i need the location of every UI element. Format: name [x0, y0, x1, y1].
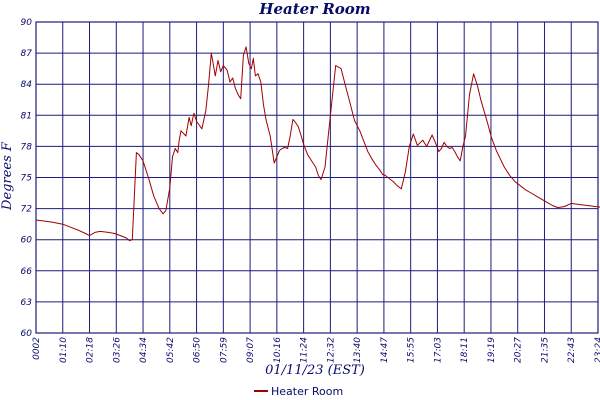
x-tick-label: 22:43 — [567, 337, 577, 363]
x-tick-label: 18:11 — [460, 337, 470, 363]
x-tick-label: 01:10 — [59, 337, 69, 363]
chart-title: Heater Room — [258, 0, 370, 18]
y-axis-label: Degrees F — [0, 141, 15, 211]
plot-frame — [35, 21, 599, 334]
y-tick-label: 78 — [21, 142, 33, 152]
x-tick-label: 05:42 — [166, 337, 176, 363]
x-tick-label: 02:18 — [86, 337, 96, 363]
y-tick-label: 75 — [21, 174, 33, 184]
y-tick-label: 87 — [21, 49, 33, 59]
y-tick-label: 84 — [21, 80, 33, 90]
x-axis-label: 01/11/23 (EST) — [265, 363, 365, 378]
x-tick-label: 19:19 — [487, 337, 497, 363]
horizontal-gridlines — [36, 21, 598, 334]
x-tick-label: 03:26 — [112, 337, 122, 363]
x-tick-label: 23:24 — [594, 337, 600, 363]
x-tick-labels: 0002 01:10 02:18 03:26 04:34 05:42 06:50 07:59 0… — [32, 337, 600, 363]
x-tick-label: 21:35 — [540, 337, 550, 363]
y-tick-label: 90 — [21, 18, 33, 28]
series-line-heater-room — [35, 46, 600, 242]
x-tick-label: 04:34 — [139, 337, 149, 363]
y-tick-labels: 60 63 66 60 72 75 78 81 84 87 90 — [21, 18, 33, 339]
y-tick-label: 72 — [21, 205, 33, 215]
x-tick-label: 0002 — [32, 337, 42, 360]
x-tick-label: 13:40 — [353, 337, 363, 363]
y-tick-label: 60 — [21, 236, 33, 246]
legend-label: Heater Room — [271, 385, 343, 398]
x-tick-label: 11:24 — [300, 337, 310, 363]
x-tick-label: 12:32 — [326, 337, 336, 363]
series-layer — [35, 46, 600, 242]
x-tick-label: 20:27 — [514, 337, 524, 363]
y-tick-label: 81 — [21, 111, 32, 121]
y-tick-label: 63 — [21, 298, 33, 308]
y-tick-label: 60 — [21, 329, 33, 339]
legend: Heater Room — [254, 385, 343, 398]
x-tick-label: 10:16 — [273, 337, 283, 363]
x-tick-label: 06:50 — [193, 337, 203, 363]
x-tick-label: 15:55 — [407, 337, 417, 363]
x-tick-label: 14:47 — [380, 337, 390, 363]
x-tick-label: 07:59 — [219, 337, 229, 363]
x-tick-label: 17:03 — [433, 337, 443, 363]
x-tick-label: 09:07 — [246, 337, 256, 363]
y-tick-label: 66 — [21, 267, 33, 277]
